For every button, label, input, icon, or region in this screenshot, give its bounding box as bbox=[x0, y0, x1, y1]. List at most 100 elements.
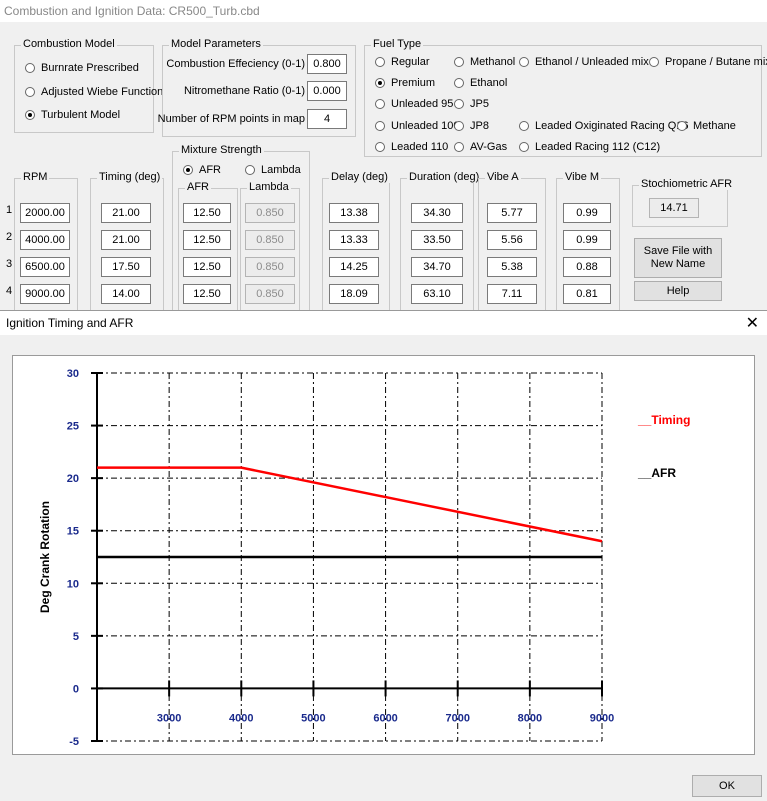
radio-indicator bbox=[649, 57, 659, 67]
delay-field[interactable]: 13.33 bbox=[329, 230, 379, 250]
timing-field[interactable]: 21.00 bbox=[101, 230, 151, 250]
x-tick-label: 8000 bbox=[518, 712, 542, 724]
rpm-field[interactable]: 4000.00 bbox=[20, 230, 70, 250]
duration-field[interactable]: 34.30 bbox=[411, 203, 463, 223]
delay-field[interactable]: 18.09 bbox=[329, 284, 379, 304]
vibe-a-field[interactable]: 5.56 bbox=[487, 230, 537, 250]
combustion-efficiency-field[interactable]: 0.800 bbox=[307, 54, 347, 74]
radio-fuel-methanol[interactable]: Methanol bbox=[454, 56, 515, 68]
radio-fuel-leaded-racing-112[interactable]: Leaded Racing 112 (C12) bbox=[519, 141, 660, 153]
x-tick-label: 3000 bbox=[157, 712, 181, 724]
row-index: 3 bbox=[6, 258, 13, 270]
timing-column-title: Timing (deg) bbox=[97, 171, 163, 183]
radio-indicator bbox=[454, 142, 464, 152]
radio-burnrate-prescribed[interactable]: Burnrate Prescribed bbox=[25, 62, 139, 74]
fuel-type-title: Fuel Type bbox=[371, 38, 424, 50]
radio-afr[interactable]: AFR bbox=[183, 164, 221, 176]
radio-fuel-leaded-oxiginated-q16[interactable]: Leaded Oxiginated Racing Q16 bbox=[519, 120, 689, 132]
delay-column-title: Delay (deg) bbox=[329, 171, 390, 183]
afr-column: AFR 12.50 12.50 12.50 12.50 bbox=[178, 181, 238, 312]
timing-column: Timing (deg) 21.00 21.00 17.50 14.00 bbox=[90, 171, 164, 312]
radio-fuel-unleaded95[interactable]: Unleaded 95 bbox=[375, 98, 453, 110]
radio-fuel-jp8[interactable]: JP8 bbox=[454, 120, 489, 132]
timing-field[interactable]: 17.50 bbox=[101, 257, 151, 277]
vibe-a-field[interactable]: 5.77 bbox=[487, 203, 537, 223]
radio-fuel-propane-butane[interactable]: Propane / Butane mix bbox=[649, 56, 767, 68]
radio-fuel-ethanol-unleaded[interactable]: Ethanol / Unleaded mix bbox=[519, 56, 649, 68]
rpm-points-field[interactable]: 4 bbox=[307, 109, 347, 129]
x-tick-label: 9000 bbox=[590, 712, 614, 724]
y-tick-label: 0 bbox=[73, 683, 79, 695]
y-tick-label: 20 bbox=[67, 473, 79, 485]
timing-series-line bbox=[97, 466, 603, 543]
legend-timing: __Timing bbox=[637, 413, 690, 427]
radio-turbulent-model[interactable]: Turbulent Model bbox=[25, 109, 120, 121]
radio-fuel-premium[interactable]: Premium bbox=[375, 77, 435, 89]
model-parameters-title: Model Parameters bbox=[169, 38, 263, 50]
y-tick-label: 5 bbox=[73, 631, 79, 643]
vibe-m-field[interactable]: 0.88 bbox=[563, 257, 611, 277]
radio-adjusted-wiebe[interactable]: Adjusted Wiebe Function bbox=[25, 86, 163, 98]
timing-field[interactable]: 21.00 bbox=[101, 203, 151, 223]
ignition-chart: -5 0 5 10 15 20 25 30 3000 4000 5000 6000 7000 8000 90… bbox=[38, 368, 690, 748]
fuel-type-group: Fuel Type Regular Methanol Ethanol / Unl… bbox=[364, 38, 767, 157]
delay-field[interactable]: 14.25 bbox=[329, 257, 379, 277]
rpm-field[interactable]: 9000.00 bbox=[20, 284, 70, 304]
radio-fuel-jp5[interactable]: JP5 bbox=[454, 98, 489, 110]
afr-field[interactable]: 12.50 bbox=[183, 203, 231, 223]
duration-column: Duration (deg) 34.30 33.50 34.70 63.10 bbox=[400, 171, 482, 312]
afr-field[interactable]: 12.50 bbox=[183, 230, 231, 250]
rpm-field[interactable]: 6500.00 bbox=[20, 257, 70, 277]
nitromethane-label: Nitromethane Ratio (0-1) bbox=[183, 85, 305, 97]
afr-field[interactable]: 12.50 bbox=[183, 257, 231, 277]
close-icon[interactable]: ✕ bbox=[745, 315, 759, 332]
vibe-m-field[interactable]: 0.99 bbox=[563, 203, 611, 223]
radio-indicator bbox=[375, 99, 385, 109]
radio-fuel-avgas[interactable]: AV-Gas bbox=[454, 141, 507, 153]
vibe-a-field[interactable]: 7.11 bbox=[487, 284, 537, 304]
stoich-afr-field: 14.71 bbox=[649, 198, 699, 218]
radio-lambda[interactable]: Lambda bbox=[245, 164, 301, 176]
y-tick-label: 10 bbox=[67, 578, 79, 590]
vibe-a-column-title: Vibe A bbox=[485, 171, 521, 183]
radio-fuel-unleaded100[interactable]: Unleaded 100 bbox=[375, 120, 460, 132]
mixture-strength-title: Mixture Strength bbox=[179, 144, 264, 156]
delay-field[interactable]: 13.38 bbox=[329, 203, 379, 223]
vibe-m-field[interactable]: 0.81 bbox=[563, 284, 611, 304]
y-axis-label: Deg Crank Rotation bbox=[38, 501, 52, 613]
afr-field[interactable]: 12.50 bbox=[183, 284, 231, 304]
radio-indicator bbox=[519, 121, 529, 131]
y-tick-label: 30 bbox=[67, 368, 79, 380]
radio-fuel-methane[interactable]: Methane bbox=[677, 120, 736, 132]
help-button[interactable]: Help bbox=[634, 281, 722, 301]
vibe-m-column: Vibe M 0.99 0.99 0.88 0.81 bbox=[556, 171, 620, 312]
lambda-field: 0.850 bbox=[245, 230, 295, 250]
combustion-efficiency-label: Combustion Effeciency (0-1) bbox=[166, 58, 305, 70]
window-title: Combustion and Ignition Data: CR500_Turb… bbox=[0, 0, 767, 22]
combustion-model-title: Combustion Model bbox=[21, 38, 117, 50]
rpm-field[interactable]: 2000.00 bbox=[20, 203, 70, 223]
radio-fuel-ethanol[interactable]: Ethanol bbox=[454, 77, 507, 89]
radio-indicator bbox=[375, 121, 385, 131]
radio-indicator bbox=[25, 110, 35, 120]
stoich-afr-title: Stochiometric AFR bbox=[639, 178, 735, 190]
duration-field[interactable]: 63.10 bbox=[411, 284, 463, 304]
lambda-field: 0.850 bbox=[245, 203, 295, 223]
duration-field[interactable]: 34.70 bbox=[411, 257, 463, 277]
ok-button[interactable]: OK bbox=[692, 775, 762, 797]
save-file-button[interactable]: Save File with New Name bbox=[634, 238, 722, 278]
radio-indicator bbox=[25, 63, 35, 73]
rpm-column-title: RPM bbox=[21, 171, 50, 183]
vibe-m-field[interactable]: 0.99 bbox=[563, 230, 611, 250]
radio-indicator bbox=[245, 165, 255, 175]
radio-indicator bbox=[183, 165, 193, 175]
ignition-timing-dialog: Ignition Timing and AFR ✕ -5 0 5 10 15 20 25 30… bbox=[0, 310, 767, 801]
radio-fuel-leaded110[interactable]: Leaded 110 bbox=[375, 141, 448, 153]
vibe-a-field[interactable]: 5.38 bbox=[487, 257, 537, 277]
nitromethane-field[interactable]: 0.000 bbox=[307, 81, 347, 101]
radio-fuel-regular[interactable]: Regular bbox=[375, 56, 430, 68]
duration-field[interactable]: 33.50 bbox=[411, 230, 463, 250]
row-index: 2 bbox=[6, 231, 13, 243]
rpm-points-label: Number of RPM points in map bbox=[157, 113, 305, 125]
timing-field[interactable]: 14.00 bbox=[101, 284, 151, 304]
